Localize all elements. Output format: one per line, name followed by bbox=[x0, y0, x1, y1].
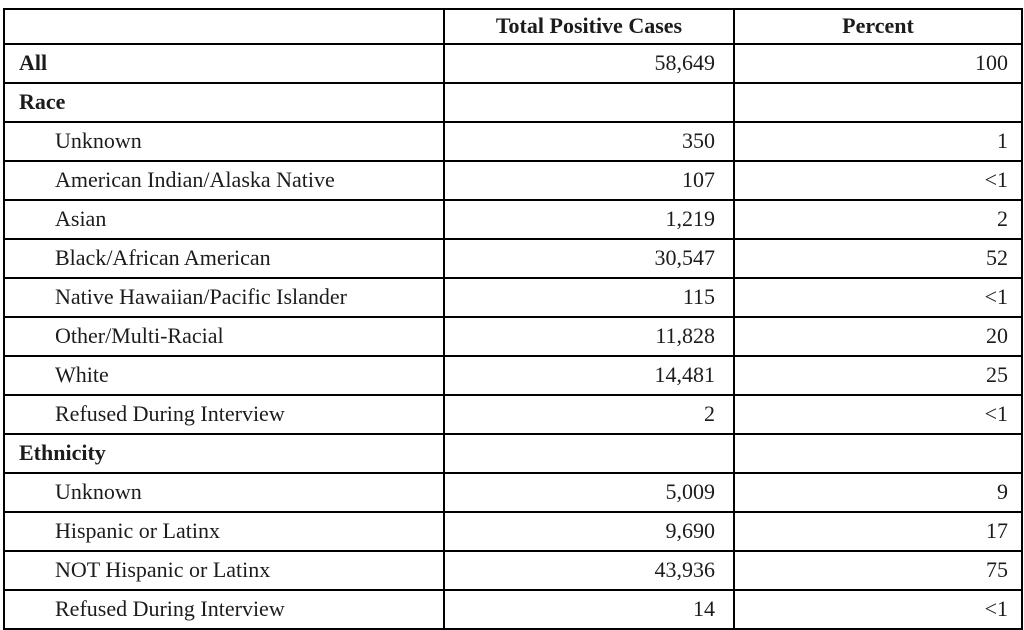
row-label: American Indian/Alaska Native bbox=[3, 160, 445, 201]
total-positive-cases-value: 11,828 bbox=[443, 316, 735, 357]
positive-cases-table: Total Positive Cases Percent All 58,649 10… bbox=[3, 8, 1023, 630]
row-label: Race bbox=[3, 82, 445, 123]
table-row: Refused During Interview 14 <1 bbox=[3, 589, 1023, 630]
row-label: All bbox=[3, 43, 445, 84]
row-label: Unknown bbox=[3, 121, 445, 162]
percent-value bbox=[733, 82, 1023, 123]
table-header: Total Positive Cases Percent bbox=[3, 8, 1023, 45]
total-positive-cases-value: 2 bbox=[443, 394, 735, 435]
total-positive-cases-value: 30,547 bbox=[443, 238, 735, 279]
table-body: All 58,649 100 Race Unknown 350 1 American Indi… bbox=[3, 43, 1023, 630]
corner-header-cell bbox=[3, 8, 445, 45]
percent-value: <1 bbox=[733, 277, 1023, 318]
table-row: Hispanic or Latinx 9,690 17 bbox=[3, 511, 1023, 552]
percent-value: <1 bbox=[733, 589, 1023, 630]
total-positive-cases-value: 1,219 bbox=[443, 199, 735, 240]
table-row: Native Hawaiian/Pacific Islander 115 <1 bbox=[3, 277, 1023, 318]
percent-value: 25 bbox=[733, 355, 1023, 396]
percent-value: 100 bbox=[733, 43, 1023, 84]
percent-value: 20 bbox=[733, 316, 1023, 357]
total-positive-cases-value: 350 bbox=[443, 121, 735, 162]
percent-value bbox=[733, 433, 1023, 474]
percent-value: 9 bbox=[733, 472, 1023, 513]
table-row: Asian 1,219 2 bbox=[3, 199, 1023, 240]
col-header-percent: Percent bbox=[733, 8, 1023, 45]
row-label: NOT Hispanic or Latinx bbox=[3, 550, 445, 591]
total-positive-cases-value: 107 bbox=[443, 160, 735, 201]
row-label: White bbox=[3, 355, 445, 396]
percent-value: 17 bbox=[733, 511, 1023, 552]
total-positive-cases-value: 5,009 bbox=[443, 472, 735, 513]
percent-value: 75 bbox=[733, 550, 1023, 591]
table-row: Unknown 5,009 9 bbox=[3, 472, 1023, 513]
total-positive-cases-value: 9,690 bbox=[443, 511, 735, 552]
table-row: Other/Multi-Racial 11,828 20 bbox=[3, 316, 1023, 357]
total-positive-cases-value: 115 bbox=[443, 277, 735, 318]
row-label: Black/African American bbox=[3, 238, 445, 279]
header-row: Total Positive Cases Percent bbox=[3, 8, 1023, 45]
total-positive-cases-value: 14 bbox=[443, 589, 735, 630]
table-row: Race bbox=[3, 82, 1023, 123]
row-label: Hispanic or Latinx bbox=[3, 511, 445, 552]
row-label: Other/Multi-Racial bbox=[3, 316, 445, 357]
table-row: American Indian/Alaska Native 107 <1 bbox=[3, 160, 1023, 201]
percent-value: <1 bbox=[733, 394, 1023, 435]
row-label: Native Hawaiian/Pacific Islander bbox=[3, 277, 445, 318]
table-row: Refused During Interview 2 <1 bbox=[3, 394, 1023, 435]
row-label: Unknown bbox=[3, 472, 445, 513]
percent-value: 1 bbox=[733, 121, 1023, 162]
row-label: Refused During Interview bbox=[3, 589, 445, 630]
table-row: Black/African American 30,547 52 bbox=[3, 238, 1023, 279]
table-row: NOT Hispanic or Latinx 43,936 75 bbox=[3, 550, 1023, 591]
table-row: Unknown 350 1 bbox=[3, 121, 1023, 162]
percent-value: <1 bbox=[733, 160, 1023, 201]
table-row: Ethnicity bbox=[3, 433, 1023, 474]
total-positive-cases-value: 14,481 bbox=[443, 355, 735, 396]
row-label: Ethnicity bbox=[3, 433, 445, 474]
total-positive-cases-value bbox=[443, 433, 735, 474]
total-positive-cases-value: 43,936 bbox=[443, 550, 735, 591]
percent-value: 52 bbox=[733, 238, 1023, 279]
row-label: Asian bbox=[3, 199, 445, 240]
total-positive-cases-value: 58,649 bbox=[443, 43, 735, 84]
percent-value: 2 bbox=[733, 199, 1023, 240]
table-row: White 14,481 25 bbox=[3, 355, 1023, 396]
total-positive-cases-value bbox=[443, 82, 735, 123]
col-header-total-positive-cases: Total Positive Cases bbox=[443, 8, 735, 45]
row-label: Refused During Interview bbox=[3, 394, 445, 435]
table-row: All 58,649 100 bbox=[3, 43, 1023, 84]
